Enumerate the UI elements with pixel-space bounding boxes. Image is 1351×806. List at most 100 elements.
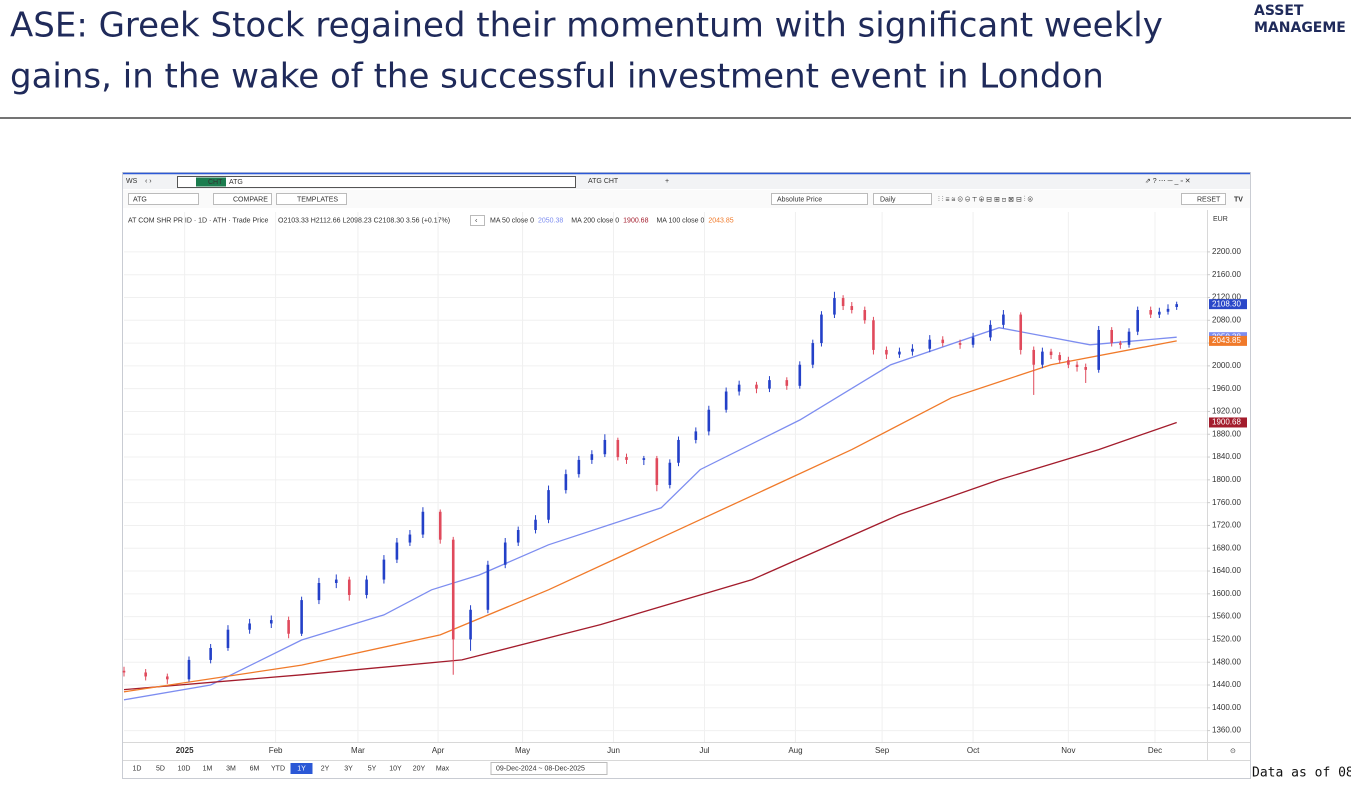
y-tick-label: 1960.00 [1212,384,1241,393]
range-button[interactable] [384,763,407,774]
candle-body [122,670,126,673]
candle-body [1097,329,1100,370]
candle-body [820,314,823,344]
footer-note: Data as of 08 [1252,766,1351,781]
y-tick-label: 1400.00 [1212,703,1241,712]
window-controls[interactable]: ⇗ ? ⋯ ─ _ ▫ ✕ [1145,178,1191,185]
price-tag-label: 2043.85 [1212,336,1241,345]
logo-text: ASSET [1254,3,1304,19]
y-tick-label: 1600.00 [1212,589,1241,598]
candle-body [469,609,472,640]
templates-button[interactable] [276,193,347,205]
reset-button[interactable] [1181,193,1226,205]
collapse-arrow: ‹ [475,217,478,224]
mode-select[interactable] [771,193,868,205]
range-button[interactable] [173,763,195,774]
x-tick-label: May [515,746,530,755]
candle-body [1175,304,1178,307]
y-tick-label: 1720.00 [1212,521,1241,530]
candle-body [1032,349,1036,365]
search-box[interactable] [128,193,199,205]
collapse-button[interactable] [470,215,485,226]
candle-body [928,339,932,349]
function-badge [196,177,226,187]
reset-label: RESET [1197,196,1221,203]
y-tick-label: 2000.00 [1212,361,1241,370]
candle-body [451,539,455,640]
candle-body [1075,364,1079,368]
range-button[interactable] [290,763,313,774]
range-button[interactable] [196,763,219,774]
nav-arrows[interactable]: ‹ › [145,178,152,185]
y-tick-label: 2160.00 [1212,270,1241,279]
candle-body [421,511,425,535]
slide-title: gains, in the wake of the successful inv… [10,57,1104,97]
candle-body [603,439,607,455]
axis-settings[interactable]: ⊙ [1230,748,1236,755]
range-button[interactable] [243,763,266,774]
range-button[interactable] [431,763,454,774]
range-button[interactable] [337,763,360,774]
workspace-label[interactable]: WS [126,178,138,185]
new-tab[interactable]: + [665,178,669,185]
ma-line [123,421,1177,691]
function-label: CHT [208,179,223,186]
ma-line [123,340,1177,693]
price-tag [1209,299,1247,310]
candle-body [785,380,789,386]
range-label: 1Y [297,765,306,772]
range-button[interactable] [314,763,336,774]
y-tick-label: 1360.00 [1212,726,1241,735]
range-button[interactable] [408,763,430,774]
y-tick-label: 1680.00 [1212,543,1241,552]
range-label: Max [436,765,450,772]
candle-body [503,542,507,565]
candle-body [577,459,581,475]
y-tick-label: 1920.00 [1212,407,1241,416]
range-button[interactable] [361,763,383,774]
period-select[interactable] [873,193,932,205]
candle-body [438,511,442,540]
candle-body [1049,351,1053,356]
x-tick-label: Sep [875,746,890,755]
candle-body [347,579,351,595]
ohlc-info: O2103.33 H2112.66 L2098.23 C2108.30 3.56… [278,217,450,224]
y-tick-label: 1800.00 [1212,475,1241,484]
compare-label: COMPARE [233,196,268,203]
candle-body [655,458,659,485]
range-button[interactable] [126,763,148,774]
tab-label[interactable]: ATG CHT [588,178,619,185]
candle-body [1041,351,1044,365]
range-button[interactable] [267,763,289,774]
candle-body [811,343,815,365]
x-tick-label: Feb [269,746,283,755]
candle-body [534,519,537,530]
grid [124,212,1207,742]
y-tick-label: 1480.00 [1212,657,1241,666]
tool-icons[interactable]: ⫶ ⫶ ≡ ≋ ⊜ ⊖ ⊤ ⊕ ⊟ ⊞ ⊡ ⊠ ⊟ ⋮ ⊚ [938,195,1033,203]
price-tag [1209,417,1247,428]
legend-name: MA 200 close 0 [571,217,619,224]
candle-body [1149,310,1152,315]
candle-body [365,579,368,595]
range-label: 6M [250,765,260,772]
candle-body [408,534,412,543]
chart-window [122,172,1251,779]
candle-body [1158,311,1161,315]
price-tag-label: 1900.68 [1212,418,1241,427]
candle-body [798,364,802,386]
x-tick-label: 2025 [176,746,194,755]
date-range-box[interactable] [490,762,608,775]
candle-body [547,490,550,520]
range-button[interactable] [149,763,172,774]
x-tick-label: Mar [351,746,365,755]
command-box[interactable] [177,176,576,188]
candle-body [898,351,901,355]
candle-body [226,629,230,648]
candle-body [1019,314,1023,350]
compare-button[interactable] [213,193,272,205]
candle-body [833,298,836,315]
candle-body [668,462,672,485]
range-button[interactable] [220,763,242,774]
